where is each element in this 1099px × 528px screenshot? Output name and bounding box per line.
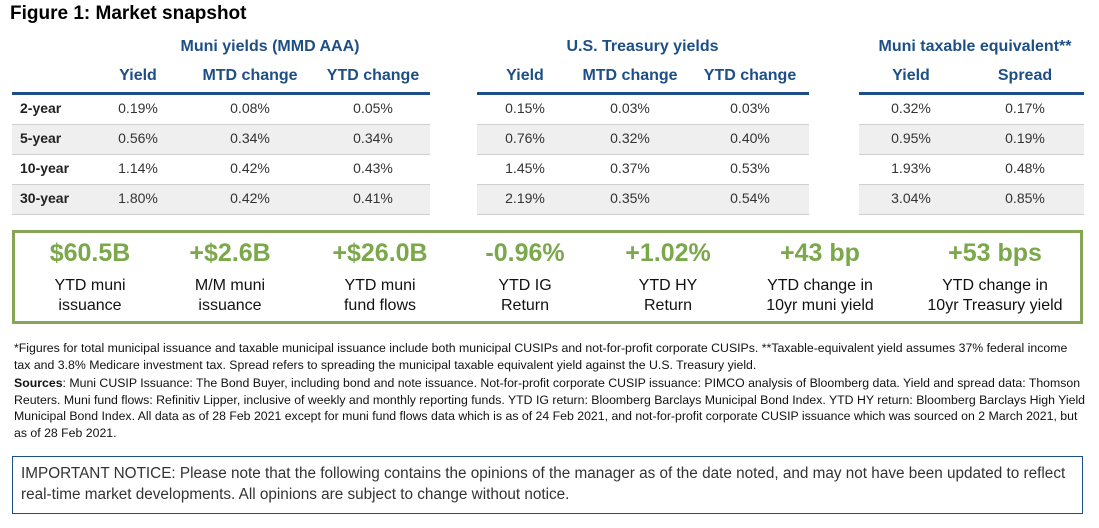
table-cell: 0.42% xyxy=(230,160,270,176)
row-divider xyxy=(477,124,809,125)
row-divider xyxy=(477,154,809,155)
table-cell: 0.17% xyxy=(1005,100,1045,116)
table-cell: 0.34% xyxy=(353,130,393,146)
table-cell: 1.45% xyxy=(505,160,545,176)
row-label: 5-year xyxy=(20,130,62,146)
header-rule-taxable xyxy=(859,92,1084,95)
kpi-muni-issuance: $60.5B YTD muni issuance xyxy=(20,238,160,316)
table-cell: 0.76% xyxy=(505,130,545,146)
table-cell: 0.19% xyxy=(118,100,158,116)
col-head-treasury-yield: Yield xyxy=(506,67,544,84)
kpi-value: -0.96% xyxy=(485,239,565,267)
header-rule-muni xyxy=(12,92,430,95)
row-label: 2-year xyxy=(20,100,62,116)
table-cell: 0.32% xyxy=(891,100,931,116)
row-divider xyxy=(12,124,430,125)
header-rule-treasury xyxy=(477,92,809,95)
col-head-muni-ytd: YTD change xyxy=(326,67,420,84)
table-cell: 0.41% xyxy=(353,190,393,206)
row-divider xyxy=(12,214,430,215)
kpi-hy-return: +1.02% YTD HY Return xyxy=(598,238,738,316)
row-divider xyxy=(477,184,809,185)
row-divider xyxy=(12,184,430,185)
kpi-label: YTD IG Return xyxy=(498,277,552,314)
col-head-muni-mtd: MTD change xyxy=(202,67,298,84)
table-cell: 0.03% xyxy=(610,100,650,116)
kpi-value: +43 bp xyxy=(780,239,860,267)
row-divider xyxy=(859,124,1084,125)
table-cell: 3.04% xyxy=(891,190,931,206)
kpi-label: YTD change in 10yr muni yield xyxy=(766,277,874,314)
table-cell: 0.05% xyxy=(353,100,393,116)
row-divider xyxy=(859,214,1084,215)
row-label: 30-year xyxy=(20,190,70,206)
group-title-treasury: U.S. Treasury yields xyxy=(566,38,719,55)
table-cell: 0.56% xyxy=(118,130,158,146)
table-cell: 0.85% xyxy=(1005,190,1045,206)
table-cell: 0.19% xyxy=(1005,130,1045,146)
kpi-treasury-yield-change: +53 bps YTD change in 10yr Treasury yiel… xyxy=(905,238,1085,316)
col-head-treasury-mtd: MTD change xyxy=(582,67,678,84)
table-cell: 0.03% xyxy=(730,100,770,116)
footnote: *Figures for total municipal issuance an… xyxy=(14,341,1068,372)
table-cell: 0.32% xyxy=(610,130,650,146)
row-shade xyxy=(477,184,809,214)
group-title-muni: Muni yields (MMD AAA) xyxy=(180,38,360,55)
table-cell: 0.15% xyxy=(505,100,545,116)
row-label: 10-year xyxy=(20,160,70,176)
table-cell: 0.43% xyxy=(353,160,393,176)
kpi-value: +$26.0B xyxy=(332,239,428,267)
important-notice: IMPORTANT NOTICE: Please note that the f… xyxy=(12,456,1083,514)
col-head-taxable-yield: Yield xyxy=(892,67,930,84)
kpi-muni-yield-change: +43 bp YTD change in 10yr muni yield xyxy=(745,238,895,316)
sources-text: : Muni CUSIP Issuance: The Bond Buyer, i… xyxy=(14,376,1086,440)
table-cell: 0.37% xyxy=(610,160,650,176)
col-head-treasury-ytd: YTD change xyxy=(703,67,797,84)
row-divider xyxy=(12,154,430,155)
table-cell: 0.42% xyxy=(230,190,270,206)
row-divider xyxy=(859,154,1084,155)
figure-title: Figure 1: Market snapshot xyxy=(10,3,247,24)
table-cell: 0.34% xyxy=(230,130,270,146)
kpi-value: +$2.6B xyxy=(189,239,271,267)
col-head-muni-yield: Yield xyxy=(119,67,157,84)
kpi-value: $60.5B xyxy=(49,239,131,267)
table-cell: 0.54% xyxy=(730,190,770,206)
table-cell: 0.40% xyxy=(730,130,770,146)
table-cell: 0.35% xyxy=(610,190,650,206)
row-divider xyxy=(859,184,1084,185)
table-cell: 1.93% xyxy=(891,160,931,176)
kpi-label: YTD muni fund flows xyxy=(343,277,417,314)
kpi-value: +1.02% xyxy=(625,239,711,267)
row-shade xyxy=(859,184,1084,214)
table-cell: 1.80% xyxy=(118,190,158,206)
table-cell: 0.53% xyxy=(730,160,770,176)
sources-label: Sources xyxy=(14,376,63,390)
col-head-taxable-spread: Spread xyxy=(997,67,1053,84)
kpi-fund-flows: +$26.0B YTD muni fund flows xyxy=(300,238,460,316)
row-shade xyxy=(12,124,430,154)
table-cell: 0.95% xyxy=(891,130,931,146)
kpi-ig-return: -0.96% YTD IG Return xyxy=(455,238,595,316)
group-title-taxable: Muni taxable equivalent** xyxy=(878,38,1072,55)
kpi-label: M/M muni issuance xyxy=(194,277,266,314)
row-divider xyxy=(477,214,809,215)
kpi-mm-issuance: +$2.6B M/M muni issuance xyxy=(160,238,300,316)
kpi-label: YTD change in 10yr Treasury yield xyxy=(927,277,1063,314)
table-cell: 0.08% xyxy=(230,100,270,116)
row-shade xyxy=(12,184,430,214)
kpi-label: YTD muni issuance xyxy=(54,277,126,314)
kpi-label: YTD HY Return xyxy=(638,277,698,314)
kpi-value: +53 bps xyxy=(948,239,1042,267)
sources-note: Sources: Muni CUSIP Issuance: The Bond B… xyxy=(14,375,1086,441)
row-shade xyxy=(477,124,809,154)
table-cell: 1.14% xyxy=(118,160,158,176)
table-cell: 0.48% xyxy=(1005,160,1045,176)
table-cell: 2.19% xyxy=(505,190,545,206)
kpi-panel xyxy=(12,230,1083,324)
row-shade xyxy=(859,124,1084,154)
